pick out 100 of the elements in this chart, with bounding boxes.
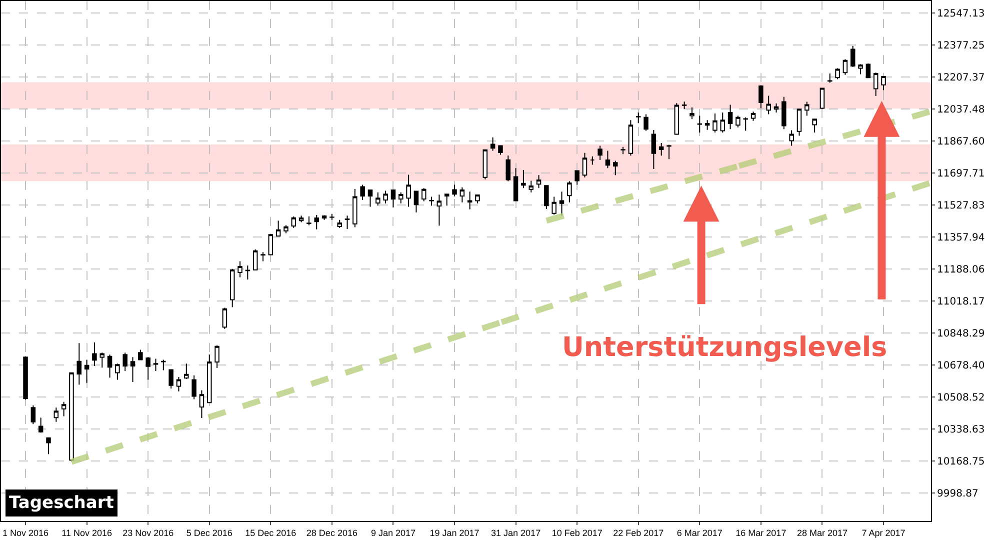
candlestick (176, 376, 182, 392)
candlestick (704, 120, 710, 130)
candlestick (682, 101, 687, 110)
candlestick (782, 96, 786, 130)
x-tick-label: 6 Mar 2017 (676, 528, 722, 538)
x-tick-label: 9 Jan 2017 (370, 528, 416, 538)
y-tick-label: 12037.48 (937, 104, 985, 116)
candlestick (873, 72, 878, 96)
candlestick (828, 73, 832, 84)
y-tick-label: 11697.71 (937, 168, 985, 180)
candlestick (444, 194, 450, 206)
candlestick (23, 356, 28, 400)
candlestick (651, 130, 656, 170)
candlestick (697, 115, 702, 134)
candlestick (54, 407, 59, 422)
y-tick-label: 10168.75 (937, 456, 985, 468)
y-tick-label: 11357.94 (937, 232, 985, 244)
candlestick (835, 68, 840, 80)
candlestick (498, 145, 503, 156)
x-tick-label: 19 Jan 2017 (430, 528, 480, 538)
candlestick (536, 174, 542, 189)
x-tick-label: 28 Dec 2016 (306, 528, 358, 538)
candlestick (482, 149, 488, 180)
candlestick (337, 219, 342, 228)
candlestick (842, 58, 848, 76)
candlestick (330, 213, 334, 220)
candlestick (590, 156, 595, 166)
candlestick (76, 342, 82, 386)
candlestick (115, 363, 120, 380)
candlestick (406, 174, 411, 208)
candlestick (30, 404, 36, 425)
candlestick (360, 184, 365, 200)
x-tick-label: 28 Mar 2017 (796, 528, 848, 538)
candlestick (620, 146, 626, 155)
x-tick-label: 5 Dec 2016 (186, 528, 232, 538)
x-tick-label: 22 Feb 2017 (613, 528, 664, 538)
candlestick (268, 233, 274, 256)
candlestick (291, 216, 296, 228)
candlestick (322, 214, 327, 220)
candlestick (758, 84, 764, 109)
candlestick (552, 196, 556, 216)
candlestick (61, 401, 66, 417)
candlestick (598, 145, 602, 161)
candlestick (574, 170, 580, 186)
candlestick (812, 118, 817, 134)
candlestick (766, 95, 771, 115)
candlestick (513, 168, 518, 202)
candlestick (820, 88, 825, 110)
y-tick-label: 11527.83 (937, 200, 985, 212)
candlestick (222, 307, 228, 330)
candlestick (743, 116, 748, 132)
candlestick (636, 112, 641, 124)
candlestick (858, 64, 863, 75)
candlestick (674, 102, 680, 135)
y-tick-label: 11018.17 (937, 296, 985, 308)
candlestick (84, 359, 90, 384)
candlestick (230, 268, 235, 308)
candlestick (38, 417, 44, 434)
candlestick (184, 363, 189, 380)
candlestick (728, 104, 733, 130)
candlestick (130, 356, 136, 382)
y-tick-label: 12207.37 (937, 72, 985, 84)
candlestick (789, 130, 794, 146)
candlestick (390, 189, 396, 208)
y-tick-label: 10848.29 (937, 328, 985, 340)
candlestick (376, 192, 380, 206)
candlestick (582, 152, 588, 178)
annotation: Tageschart (9, 493, 114, 513)
candlestick (146, 356, 150, 380)
candlestick (153, 358, 158, 372)
y-tick-label: 11867.60 (937, 136, 985, 148)
candlestick (475, 194, 480, 204)
candlestick (452, 184, 457, 197)
candlestick (567, 180, 572, 203)
candlestick (644, 114, 648, 132)
candlestick (368, 189, 373, 208)
annotation: Unterstützungslevels (562, 332, 888, 363)
candlestick (796, 108, 802, 136)
candlestick (866, 63, 871, 78)
candlestick (46, 436, 51, 455)
candlestick (398, 192, 404, 204)
candlestick (214, 344, 220, 369)
candlestick (238, 260, 242, 278)
candlestick (490, 136, 496, 152)
candlestick (298, 215, 304, 223)
candlestick (429, 196, 434, 206)
candlestick (528, 180, 534, 193)
y-tick-label: 12377.25 (937, 40, 985, 52)
x-tick-label: 7 Apr 2017 (862, 528, 906, 538)
candlestick (138, 349, 143, 360)
candlestick (666, 144, 672, 160)
candlestick (206, 354, 212, 404)
candlestick (850, 46, 856, 68)
candlestick (245, 265, 250, 280)
candlestick (192, 374, 196, 400)
candlestick (658, 142, 664, 156)
candlestick (414, 190, 419, 213)
y-tick-label: 9998.87 (937, 488, 978, 500)
x-tick-label: 16 Mar 2017 (736, 528, 786, 538)
candlestick (436, 194, 442, 226)
